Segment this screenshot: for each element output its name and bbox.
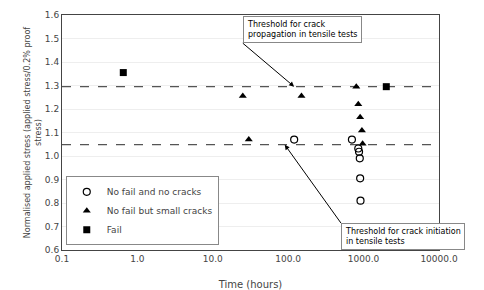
svg-text:Threshold for crack initiation: Threshold for crack initiationin tensile… xyxy=(345,227,461,246)
svg-text:No fail and no cracks: No fail and no cracks xyxy=(107,187,202,197)
svg-text:1.0: 1.0 xyxy=(45,151,60,161)
svg-text:Threshold for crackpropagation: Threshold for crackpropagation in tensil… xyxy=(247,20,358,39)
svg-text:100.0: 100.0 xyxy=(275,254,301,264)
svg-text:Normalised applied stress (app: Normalised applied stress (applied stres… xyxy=(23,27,42,239)
svg-text:0.8: 0.8 xyxy=(45,198,60,208)
svg-text:10000.0: 10000.0 xyxy=(420,254,457,264)
svg-text:Fail: Fail xyxy=(107,225,122,235)
svg-text:1.2: 1.2 xyxy=(45,104,59,114)
svg-text:0.7: 0.7 xyxy=(45,222,59,232)
svg-text:Time (hours): Time (hours) xyxy=(218,279,283,290)
svg-text:10.0: 10.0 xyxy=(203,254,223,264)
svg-text:1.3: 1.3 xyxy=(45,81,59,91)
svg-text:1000.0: 1000.0 xyxy=(348,254,380,264)
svg-text:1.5: 1.5 xyxy=(45,34,59,44)
svg-text:1.1: 1.1 xyxy=(45,128,59,138)
svg-text:0.9: 0.9 xyxy=(45,175,60,185)
svg-text:1.4: 1.4 xyxy=(45,57,60,67)
svg-text:No fail but small cracks: No fail but small cracks xyxy=(107,206,213,216)
svg-text:0.6: 0.6 xyxy=(45,245,60,255)
svg-text:1.0: 1.0 xyxy=(130,254,145,264)
svg-text:0.1: 0.1 xyxy=(55,254,69,264)
svg-text:1.6: 1.6 xyxy=(45,10,60,20)
